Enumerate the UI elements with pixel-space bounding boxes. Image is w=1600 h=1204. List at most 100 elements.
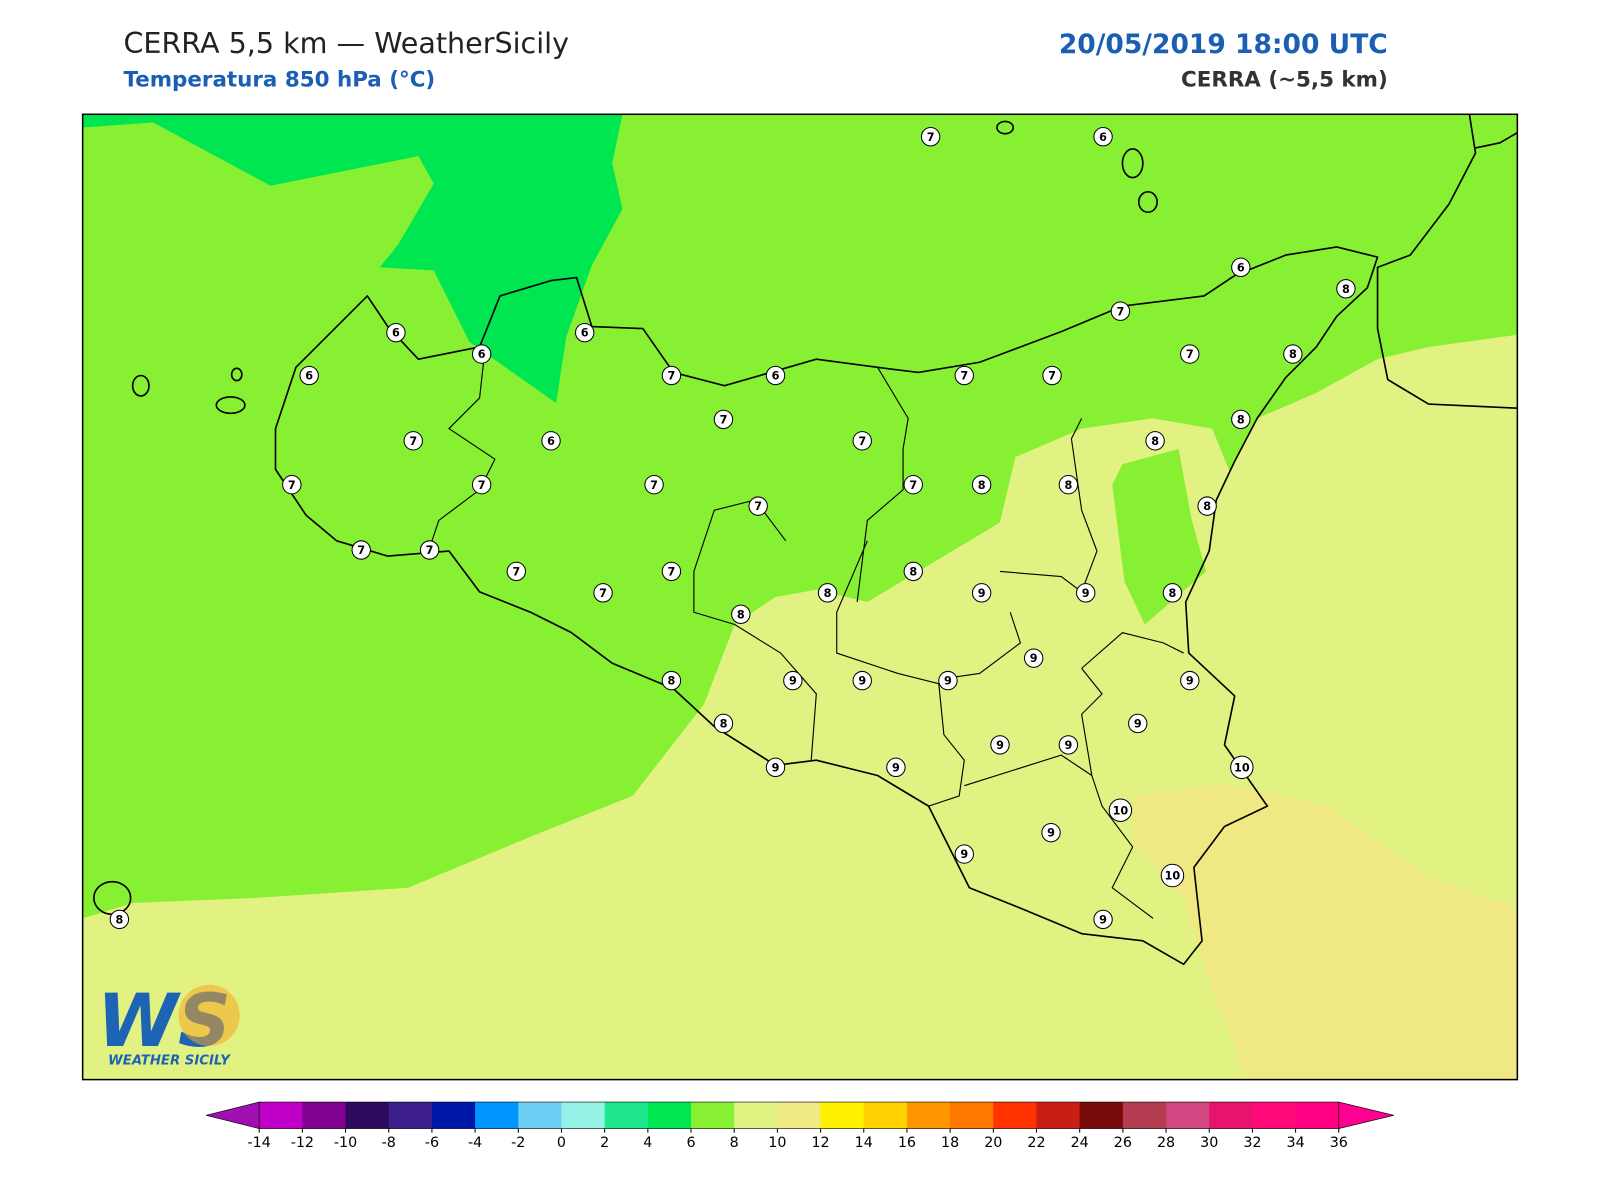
station-value: 10 bbox=[1165, 870, 1181, 883]
station-marker bbox=[661, 365, 682, 386]
title: CERRA 5,5 km — WeatherSicily bbox=[123, 26, 569, 60]
station-marker bbox=[1336, 279, 1356, 299]
station-marker bbox=[1230, 755, 1254, 780]
station-value: 9 bbox=[1030, 652, 1038, 665]
colorbar-tick-label: 14 bbox=[855, 1135, 873, 1151]
station-value: 9 bbox=[944, 675, 952, 688]
station-marker bbox=[575, 322, 595, 343]
map-frame bbox=[81, 113, 1519, 1081]
station-value: 9 bbox=[1099, 913, 1107, 926]
coastline bbox=[1475, 131, 1518, 149]
station-marker bbox=[386, 322, 406, 343]
colorbar: -14 -12 -10 -8 -6 -4 -2 0 2 4 6 8 10 12 14 16 18 20 22 24 26… bbox=[206, 1101, 1394, 1151]
station-value: 8 bbox=[1237, 413, 1245, 426]
model-label: CERRA (~5,5 km) bbox=[1181, 68, 1388, 93]
colorbar-bin bbox=[777, 1102, 822, 1129]
station-value: 7 bbox=[909, 479, 917, 492]
colorbar-bin bbox=[993, 1102, 1037, 1129]
colorbar-tick-label: 36 bbox=[1330, 1135, 1348, 1151]
station-value: 7 bbox=[426, 544, 434, 557]
logo-sun bbox=[178, 984, 240, 1046]
subtitle: Temperatura 850 hPa (°C) bbox=[123, 68, 435, 93]
station-value: 10 bbox=[1113, 804, 1129, 817]
station-value: 8 bbox=[1203, 500, 1211, 513]
island bbox=[215, 396, 246, 415]
station-marker bbox=[1093, 909, 1113, 930]
station-value: 9 bbox=[960, 848, 968, 861]
colorbar-tick-label: 2 bbox=[600, 1135, 609, 1151]
colorbar-bin bbox=[518, 1102, 562, 1129]
colorbar-bin bbox=[388, 1102, 433, 1129]
station-marker bbox=[1128, 713, 1148, 734]
colorbar-tick-label: 26 bbox=[1114, 1135, 1132, 1151]
colorbar-tick-label: -6 bbox=[425, 1135, 439, 1151]
station-value: 6 bbox=[478, 348, 486, 361]
zone-6-8 bbox=[82, 114, 1518, 919]
station-marker bbox=[731, 604, 751, 624]
station-marker bbox=[886, 757, 906, 778]
station-value: 8 bbox=[909, 566, 917, 579]
station-marker bbox=[1076, 583, 1096, 603]
station-marker bbox=[351, 540, 371, 560]
station-value: 8 bbox=[1151, 435, 1159, 448]
station-marker bbox=[1041, 822, 1061, 843]
colorbar-tick-label: 28 bbox=[1157, 1135, 1175, 1151]
colorbar-bin bbox=[820, 1102, 865, 1129]
station-value: 7 bbox=[288, 479, 296, 492]
station-value: 9 bbox=[772, 761, 780, 774]
station-marker bbox=[1145, 431, 1165, 451]
colorbar-bin bbox=[950, 1102, 994, 1129]
station-value: 10 bbox=[1234, 761, 1250, 774]
datetime: 20/05/2019 18:00 UTC bbox=[1059, 29, 1388, 60]
station-marker bbox=[954, 365, 974, 386]
station-marker bbox=[1110, 301, 1131, 321]
station-value: 7 bbox=[1048, 370, 1056, 383]
logo: WS WEATHER SICILY bbox=[97, 979, 240, 1068]
station-value: 9 bbox=[789, 675, 797, 688]
station-value: 6 bbox=[581, 327, 589, 340]
station-value: 7 bbox=[668, 566, 676, 579]
station-value: 7 bbox=[409, 435, 417, 448]
station-value: 7 bbox=[1186, 348, 1194, 361]
station-marker bbox=[506, 561, 527, 582]
colorbar-tick-label: -14 bbox=[248, 1135, 271, 1151]
station-marker bbox=[403, 431, 423, 451]
station-value: 8 bbox=[720, 718, 728, 731]
station-value: 7 bbox=[720, 413, 728, 426]
station-marker bbox=[1283, 344, 1303, 364]
zone-4-6 bbox=[82, 114, 623, 404]
station-marker bbox=[852, 670, 872, 691]
station-marker bbox=[109, 909, 130, 930]
station-value: 9 bbox=[1064, 739, 1072, 752]
colorbar-tick-label: -2 bbox=[511, 1135, 525, 1151]
colorbar-bin bbox=[734, 1102, 778, 1129]
zone-10-12 bbox=[1132, 783, 1518, 1080]
station-marker bbox=[1160, 863, 1185, 888]
station-value: 7 bbox=[754, 500, 762, 513]
colorbar-bin bbox=[604, 1102, 649, 1129]
colorbar-bin bbox=[431, 1102, 476, 1129]
colorbar-tick-label: 20 bbox=[984, 1135, 1002, 1151]
station-value: 7 bbox=[512, 566, 520, 579]
station-value: 6 bbox=[772, 370, 780, 383]
station-marker bbox=[852, 431, 872, 451]
station-marker bbox=[541, 431, 561, 451]
station-marker bbox=[282, 475, 302, 495]
station-marker bbox=[1180, 344, 1200, 364]
colorbar-tick-label: 18 bbox=[941, 1135, 959, 1151]
island bbox=[1137, 191, 1158, 214]
station-marker bbox=[748, 496, 768, 516]
station-value: 6 bbox=[1099, 131, 1107, 144]
colorbar-bin bbox=[1166, 1102, 1210, 1129]
station-marker bbox=[419, 540, 440, 560]
station-value: 9 bbox=[1082, 587, 1090, 600]
colorbar-bin bbox=[1079, 1102, 1124, 1129]
station-marker bbox=[903, 561, 923, 582]
station-marker bbox=[920, 127, 941, 147]
station-marker bbox=[1093, 127, 1113, 147]
coastline bbox=[1376, 114, 1518, 409]
station-value: 8 bbox=[668, 675, 676, 688]
colorbar-bin bbox=[906, 1102, 951, 1129]
station-value: 7 bbox=[357, 544, 365, 557]
colorbar-tick-label: 24 bbox=[1071, 1135, 1089, 1151]
